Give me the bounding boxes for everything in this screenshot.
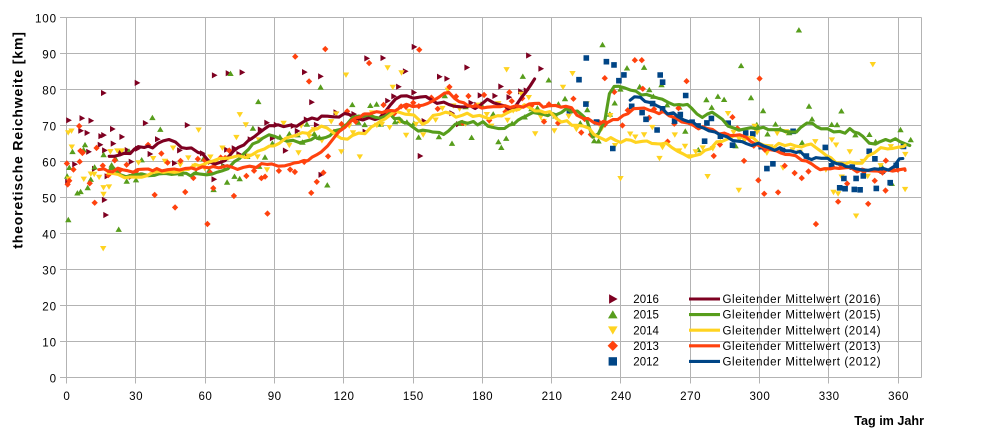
svg-text:270: 270 bbox=[680, 390, 701, 403]
svg-text:2014: 2014 bbox=[633, 325, 659, 337]
svg-text:50: 50 bbox=[42, 193, 57, 206]
svg-text:180: 180 bbox=[472, 390, 493, 403]
svg-text:Gleitender Mittelwert (2014): Gleitender Mittelwert (2014) bbox=[723, 325, 882, 337]
svg-text:120: 120 bbox=[334, 390, 355, 403]
svg-text:Gleitender Mittelwert (2016): Gleitender Mittelwert (2016) bbox=[723, 294, 882, 306]
svg-text:0: 0 bbox=[50, 373, 57, 386]
svg-text:360: 360 bbox=[888, 390, 909, 403]
svg-text:Gleitender Mittelwert (2012): Gleitender Mittelwert (2012) bbox=[723, 357, 882, 369]
svg-text:0: 0 bbox=[63, 390, 70, 403]
svg-text:210: 210 bbox=[542, 390, 563, 403]
svg-text:2015: 2015 bbox=[633, 310, 659, 322]
svg-text:10: 10 bbox=[42, 337, 57, 350]
svg-text:Tag im Jahr: Tag im Jahr bbox=[854, 414, 924, 428]
svg-text:100: 100 bbox=[35, 13, 57, 26]
svg-text:60: 60 bbox=[42, 157, 57, 170]
svg-text:70: 70 bbox=[42, 121, 57, 134]
svg-text:80: 80 bbox=[42, 85, 57, 98]
svg-text:2012: 2012 bbox=[633, 357, 659, 369]
svg-text:150: 150 bbox=[403, 390, 424, 403]
svg-text:330: 330 bbox=[819, 390, 840, 403]
svg-text:40: 40 bbox=[42, 229, 57, 242]
svg-text:90: 90 bbox=[268, 390, 282, 403]
svg-text:theoretische Reichweite [km]: theoretische Reichweite [km] bbox=[10, 31, 26, 249]
svg-text:2013: 2013 bbox=[633, 341, 659, 353]
svg-text:Gleitender Mittelwert (2013): Gleitender Mittelwert (2013) bbox=[723, 341, 882, 353]
svg-text:300: 300 bbox=[749, 390, 770, 403]
svg-text:30: 30 bbox=[42, 265, 57, 278]
svg-text:20: 20 bbox=[42, 301, 57, 314]
svg-text:240: 240 bbox=[611, 390, 632, 403]
svg-text:60: 60 bbox=[198, 390, 212, 403]
svg-text:Gleitender Mittelwert (2015): Gleitender Mittelwert (2015) bbox=[723, 310, 882, 322]
svg-text:30: 30 bbox=[129, 390, 143, 403]
svg-text:2016: 2016 bbox=[633, 294, 659, 306]
svg-text:90: 90 bbox=[42, 49, 57, 62]
